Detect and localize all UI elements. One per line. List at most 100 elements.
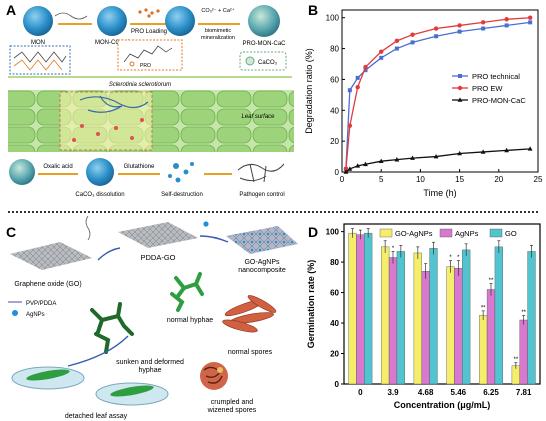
sclerotinia-label: Sclerotinia sclerotiorum	[109, 82, 171, 88]
legend-marker	[458, 74, 462, 78]
x-tick-label: 20	[494, 175, 503, 184]
pro-mon-cac-sphere	[248, 5, 280, 37]
significance-label: **	[513, 357, 518, 363]
petri-dish-left	[11, 366, 85, 390]
bar	[486, 289, 496, 385]
x-axis-title: Time (h)	[423, 188, 456, 198]
data-point	[434, 34, 439, 39]
normal-spores-label: normal spores	[228, 349, 273, 356]
x-tick-label: 0	[340, 175, 345, 184]
data-point	[457, 23, 462, 28]
detached-leaf-label: detached leaf assay	[65, 413, 128, 420]
data-point	[379, 49, 384, 54]
bar	[421, 271, 430, 385]
y-tick-label: 20	[330, 137, 339, 146]
data-point	[457, 150, 462, 156]
y-tick-label: 0	[335, 168, 340, 177]
panel-label-d: D	[308, 224, 319, 240]
y-tick-label: 60	[330, 289, 339, 298]
pdda-go-label: PDDA-GO	[140, 253, 175, 262]
data-point	[355, 75, 360, 80]
bar	[388, 257, 398, 385]
pro-loaded-sphere	[165, 6, 195, 36]
series-line-2	[345, 148, 531, 173]
glutathione-label: Glutathione	[124, 164, 155, 170]
x-tick-label: 5	[379, 175, 384, 184]
normal-spores-image	[222, 295, 277, 333]
oxalic-dots	[72, 118, 144, 142]
y-tick-label: 80	[330, 258, 339, 267]
legend-swatch	[379, 228, 393, 238]
self-destruction-label: Self-destruction	[161, 192, 203, 198]
data-point	[410, 155, 415, 160]
sunken-hyphae-label-2: hyphae	[139, 367, 162, 374]
oxalic-acid-label: Oxalic acid	[43, 164, 72, 170]
data-point	[394, 46, 399, 51]
bar	[381, 246, 390, 385]
self-destruction-fragments	[168, 162, 194, 183]
legend-label: PRO technical	[472, 72, 520, 81]
chart-b-frame	[341, 9, 539, 173]
y-tick-label: 80	[330, 45, 339, 54]
legend-label: AgNPs	[455, 229, 479, 238]
data-point	[394, 38, 400, 44]
mon-label: MON	[31, 40, 45, 46]
pvp-pdda-legend: PVP/PDDA	[26, 301, 56, 307]
data-point	[504, 147, 510, 153]
significance-label: *	[457, 255, 460, 261]
y-tick-label: 100	[326, 228, 340, 237]
x-tick-label: 15	[455, 175, 464, 184]
data-point	[433, 153, 439, 159]
x-tick-label: 3.9	[387, 388, 399, 397]
significance-label: **	[521, 310, 526, 316]
go-agnps-label: GO-AgNPs	[244, 259, 280, 266]
data-point	[481, 26, 486, 31]
x-tick-label: 7.81	[516, 388, 532, 397]
co3-ca-label: CO₃²⁻ + Ca²⁺	[201, 7, 234, 14]
caco3-dissolution-label: CaCO₃ dissolution	[75, 192, 124, 198]
data-point	[410, 40, 415, 45]
data-point	[355, 84, 360, 90]
bar	[527, 251, 536, 385]
legend-swatch	[489, 228, 503, 238]
y-axis-title: Germination rate (%)	[306, 260, 316, 349]
data-point	[347, 123, 353, 128]
panel-label-c: C	[6, 224, 17, 240]
caco3-legend-box	[239, 51, 287, 71]
data-point	[504, 23, 509, 28]
y-tick-label: 60	[330, 75, 339, 84]
x-tick-label: 5.46	[451, 388, 467, 397]
data-point	[480, 20, 486, 25]
mon-cooh-label: MON-COOH	[95, 40, 129, 46]
normal-hyphae-image	[170, 272, 204, 312]
agnp-particle-icon	[203, 221, 209, 227]
data-point	[343, 166, 349, 172]
y-tick-label: 40	[330, 319, 339, 328]
section-divider	[8, 211, 538, 213]
y-tick-label: 100	[326, 14, 340, 23]
bar	[494, 246, 503, 385]
significance-label: **	[489, 278, 494, 284]
data-point	[363, 68, 368, 73]
pdda-go-sheet	[118, 222, 198, 248]
significance-label: *	[449, 255, 452, 261]
bar	[454, 267, 463, 385]
panel-c-schematic: Graphene oxide (GO) PDDA-GO GO-AgNPs nan…	[8, 215, 298, 420]
y-tick-label: 0	[335, 380, 340, 389]
pathogen-control-label: Pathogen control	[239, 192, 284, 198]
go-agnps-sheet	[226, 226, 298, 254]
data-point	[394, 157, 400, 162]
data-point	[378, 158, 384, 163]
pro-dots	[138, 8, 160, 18]
y-tick-label: 20	[330, 350, 339, 359]
crumpled-spores-label-1: crumpled and	[211, 399, 254, 406]
legend-label: PRO-MON-CaC	[472, 96, 526, 105]
bar	[356, 234, 365, 385]
x-tick-label: 0	[358, 388, 363, 397]
data-point	[527, 15, 533, 20]
x-tick-label: 10	[416, 175, 425, 184]
legend-label: GO	[505, 229, 517, 238]
pro-inset-label: PRO	[140, 63, 151, 69]
mon-sphere	[23, 6, 53, 36]
pro-loading-label: PRO Loading	[131, 29, 167, 35]
